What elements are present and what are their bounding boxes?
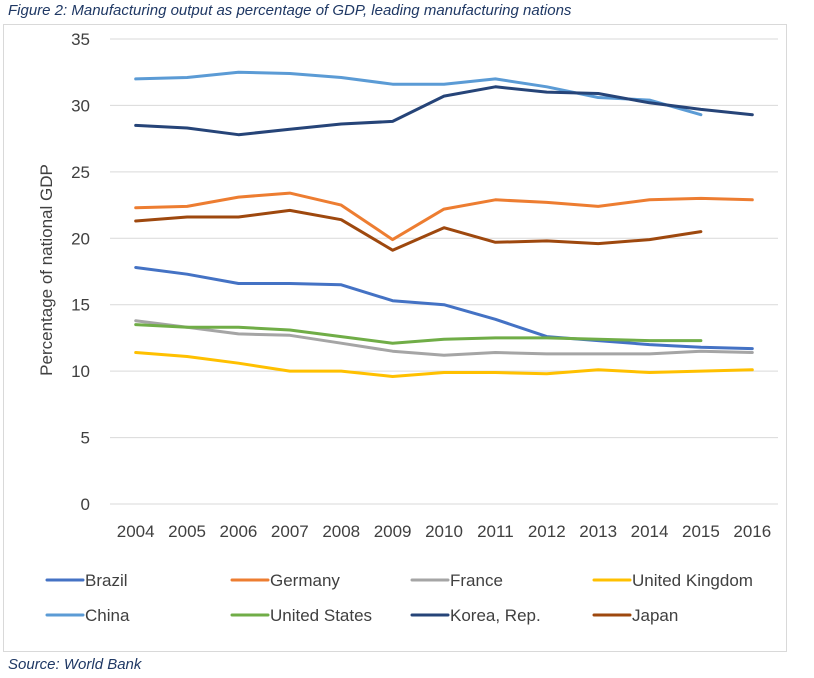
x-tick-label: 2010 [425, 522, 463, 541]
x-tick-label: 2016 [733, 522, 771, 541]
y-tick-label: 5 [81, 429, 90, 448]
series-line-germany [134, 191, 754, 242]
y-tick-label: 30 [71, 96, 90, 115]
series-line-korea-rep- [134, 85, 754, 137]
legend-label: Brazil [85, 571, 128, 590]
legend-label: Germany [270, 571, 340, 590]
y-tick-label: 25 [71, 163, 90, 182]
x-tick-label: 2014 [631, 522, 669, 541]
x-tick-label: 2006 [220, 522, 258, 541]
x-tick-label: 2009 [374, 522, 412, 541]
x-tick-label: 2011 [477, 522, 514, 541]
legend-label: Korea, Rep. [450, 606, 541, 625]
legend-label: United Kingdom [632, 571, 753, 590]
series-line-france [134, 319, 754, 357]
y-tick-label: 20 [71, 229, 90, 248]
x-tick-label: 2005 [168, 522, 206, 541]
x-tick-label: 2004 [117, 522, 155, 541]
series-line-united-kingdom [134, 351, 754, 378]
series-line-china [134, 70, 703, 117]
legend: Brazil Germany France United Kingdom China Un… [45, 571, 753, 625]
legend-label: United States [270, 606, 372, 625]
series-line-japan [134, 208, 703, 252]
y-tick-label: 10 [71, 362, 90, 381]
y-tick-label: 0 [81, 495, 90, 514]
legend-label: Japan [632, 606, 678, 625]
source-note: Source: World Bank [8, 656, 142, 673]
x-tick-label: 2015 [682, 522, 720, 541]
legend-label: China [85, 606, 130, 625]
y-axis-label: Percentage of national GDP [37, 164, 56, 376]
x-axis-ticks: 2004 2005 2006 2007 2008 2009 2010 2011 2012 2013… [117, 522, 771, 541]
series-line-united-states [134, 323, 703, 345]
y-tick-label: 15 [71, 296, 90, 315]
figure-title: Figure 2: Manufacturing output as percen… [8, 2, 572, 19]
x-tick-label: 2013 [579, 522, 617, 541]
x-tick-label: 2007 [271, 522, 309, 541]
chart-frame [3, 24, 787, 652]
series-lines [134, 70, 754, 378]
series-line-brazil [134, 266, 754, 351]
x-tick-label: 2008 [322, 522, 360, 541]
legend-label: France [450, 571, 503, 590]
x-tick-label: 2012 [528, 522, 566, 541]
y-tick-label: 35 [71, 30, 90, 49]
y-axis-ticks: 0 5 10 15 20 25 30 35 [71, 30, 90, 514]
